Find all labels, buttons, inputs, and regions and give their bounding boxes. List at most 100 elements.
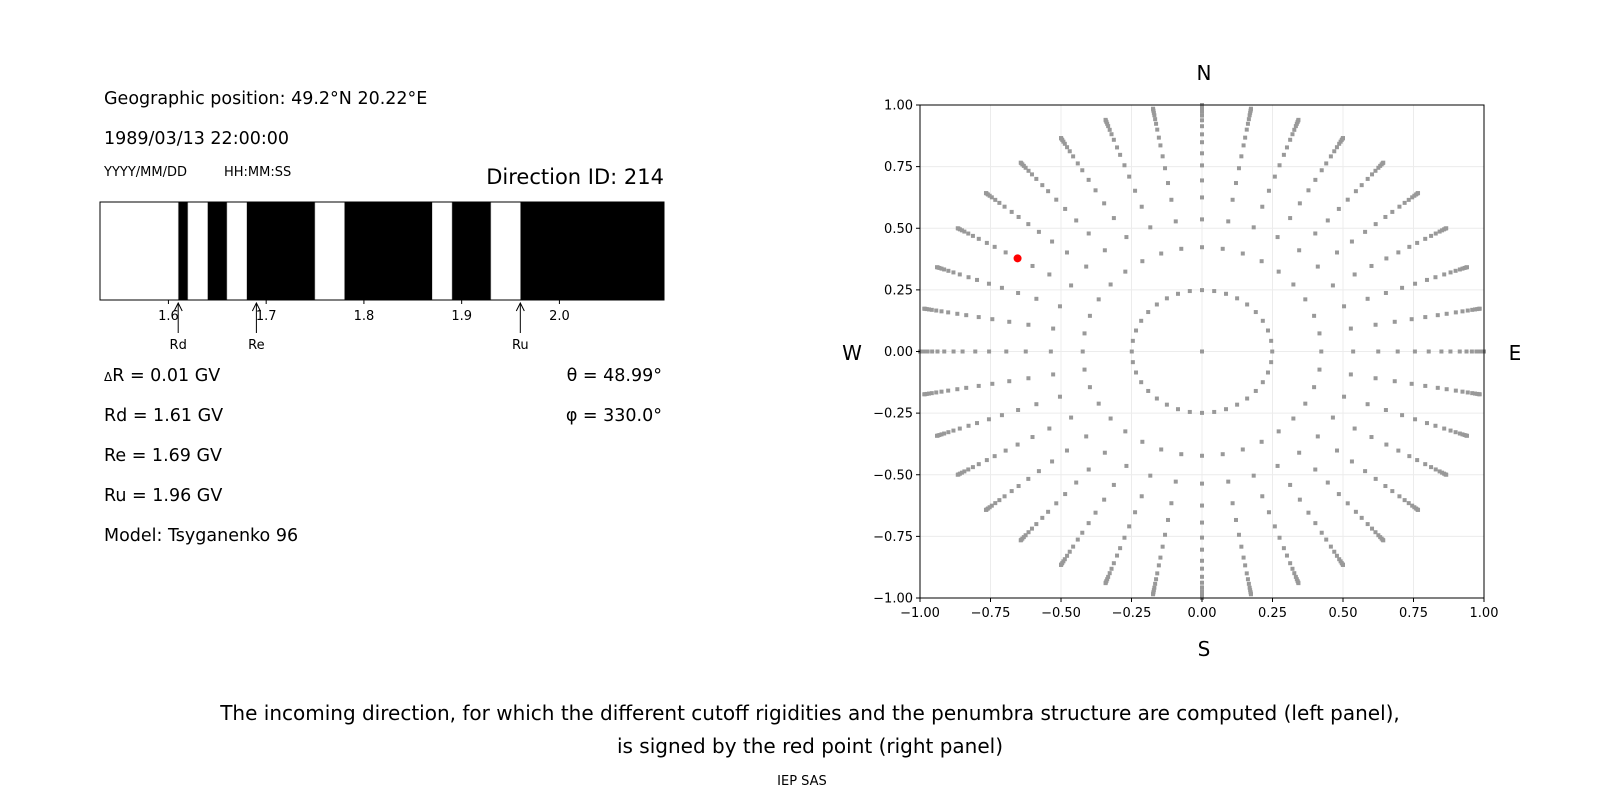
south-label: S bbox=[1198, 637, 1211, 661]
direction-point bbox=[1248, 592, 1253, 597]
direction-point bbox=[1129, 349, 1134, 354]
direction-point bbox=[1134, 328, 1139, 333]
direction-point bbox=[1325, 480, 1330, 485]
direction-point bbox=[1312, 385, 1317, 390]
direction-point bbox=[1369, 435, 1374, 440]
direction-point bbox=[1103, 117, 1108, 122]
direction-point bbox=[1296, 117, 1301, 122]
direction-point bbox=[1365, 402, 1370, 407]
direction-point bbox=[1007, 379, 1012, 384]
direction-point bbox=[975, 421, 980, 426]
direction-point bbox=[1381, 538, 1386, 543]
x-tick-label: 1.00 bbox=[1470, 606, 1499, 621]
direction-point bbox=[1003, 250, 1008, 255]
direction-point bbox=[1442, 426, 1447, 431]
direction-point bbox=[1051, 326, 1056, 331]
x-tick-label: 1.9 bbox=[451, 309, 472, 324]
direction-point bbox=[1122, 163, 1127, 168]
x-tick-label: −1.00 bbox=[900, 606, 940, 621]
penumbra-chart: 1.6 1.7 1.8 1.9 2.0 Rd Re Ru bbox=[99, 201, 665, 353]
direction-point bbox=[1369, 263, 1374, 268]
direction-point bbox=[1082, 367, 1087, 372]
direction-point bbox=[1260, 494, 1265, 499]
direction-point bbox=[1460, 432, 1465, 437]
direction-point bbox=[1251, 225, 1256, 230]
y-tick-label: −0.50 bbox=[873, 468, 913, 483]
direction-point bbox=[1212, 409, 1217, 414]
direction-point bbox=[1433, 423, 1438, 428]
direction-point bbox=[1200, 589, 1204, 594]
direction-point bbox=[1426, 349, 1431, 354]
direction-point bbox=[1313, 231, 1318, 236]
direction-point bbox=[1080, 530, 1085, 535]
direction-point bbox=[1416, 507, 1421, 512]
direction-point bbox=[1009, 489, 1014, 494]
direction-point bbox=[1266, 188, 1271, 193]
direction-point bbox=[1306, 510, 1311, 515]
direction-point bbox=[1175, 407, 1180, 412]
direction-point bbox=[1349, 239, 1354, 244]
direction-point bbox=[1146, 310, 1151, 315]
direction-point bbox=[922, 306, 927, 311]
direction-point bbox=[1002, 204, 1007, 209]
x-tick-label: 2.0 bbox=[549, 309, 570, 324]
direction-point bbox=[1291, 282, 1296, 287]
direction-point bbox=[1352, 426, 1357, 431]
direction-point bbox=[1402, 200, 1407, 205]
direction-point bbox=[1034, 402, 1039, 407]
time-format-label: HH:MM:SS bbox=[224, 165, 291, 180]
direction-point bbox=[1200, 195, 1204, 200]
direction-point bbox=[1102, 248, 1107, 253]
direction-point bbox=[1029, 526, 1034, 531]
direction-point bbox=[1148, 473, 1153, 478]
direction-point bbox=[1365, 522, 1370, 527]
direction-point bbox=[1139, 380, 1144, 385]
direction-point bbox=[1288, 216, 1293, 221]
direction-point bbox=[1433, 275, 1438, 280]
direction-point bbox=[1200, 124, 1204, 129]
direction-point bbox=[1352, 272, 1357, 277]
direction-point bbox=[1015, 442, 1020, 447]
direction-point bbox=[955, 311, 960, 316]
direction-point bbox=[1474, 349, 1479, 354]
direction-point bbox=[1140, 259, 1145, 264]
direction-point bbox=[1200, 558, 1204, 563]
direction-point bbox=[1328, 154, 1333, 159]
marker-label-ru: Ru bbox=[512, 338, 529, 353]
direction-point bbox=[997, 498, 1002, 503]
direction-point bbox=[1303, 401, 1308, 406]
direction-point bbox=[1111, 137, 1116, 142]
direction-point bbox=[999, 413, 1004, 418]
direction-point bbox=[1151, 106, 1156, 111]
direction-point bbox=[939, 389, 944, 394]
re-value: Re = 1.69 GV bbox=[104, 446, 222, 466]
direction-point bbox=[1265, 370, 1270, 375]
direction-point bbox=[1245, 577, 1250, 582]
date-format-label: YYYY/MM/DD bbox=[103, 165, 187, 180]
direction-point bbox=[1148, 225, 1153, 230]
y-tick-label: 0.75 bbox=[884, 160, 913, 175]
direction-point bbox=[1187, 289, 1192, 294]
direction-point bbox=[951, 428, 956, 433]
direction-point bbox=[1407, 244, 1412, 249]
direction-point bbox=[942, 349, 947, 354]
direction-point bbox=[1057, 304, 1062, 309]
direction-point bbox=[973, 349, 978, 354]
direction-point bbox=[1241, 555, 1246, 560]
direction-point bbox=[946, 388, 951, 393]
direction-point bbox=[1453, 388, 1458, 393]
direction-point bbox=[1093, 510, 1098, 515]
direction-point bbox=[1437, 229, 1442, 234]
direction-point bbox=[1464, 265, 1469, 270]
direction-point bbox=[1111, 561, 1116, 566]
geo-position: Geographic position: 49.2°N 20.22°E bbox=[104, 89, 427, 109]
north-label: N bbox=[1197, 61, 1212, 85]
direction-point bbox=[1281, 546, 1286, 551]
direction-point bbox=[1200, 520, 1204, 525]
west-label: W bbox=[842, 341, 862, 365]
direction-point bbox=[1442, 272, 1447, 277]
direction-point bbox=[1140, 439, 1145, 444]
direction-point bbox=[1233, 517, 1238, 522]
direction-point bbox=[1253, 310, 1258, 315]
direction-point bbox=[1410, 503, 1415, 508]
